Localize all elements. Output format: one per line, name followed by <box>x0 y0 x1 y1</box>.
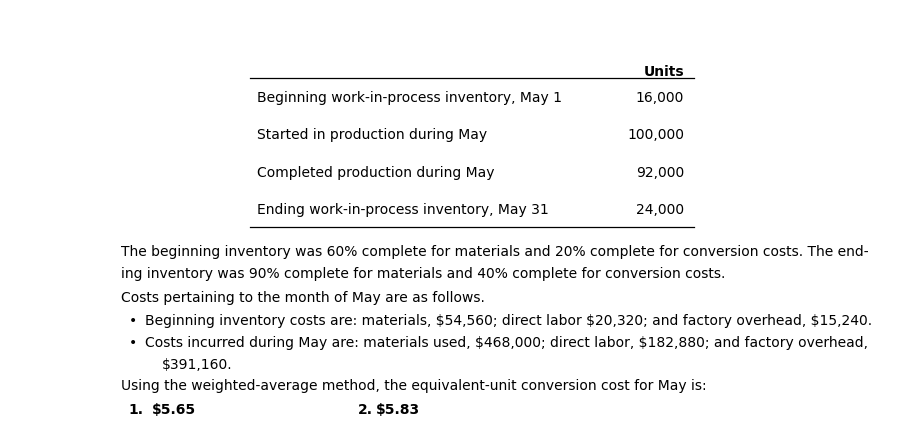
Text: 92,000: 92,000 <box>635 165 684 180</box>
Text: •: • <box>128 314 136 328</box>
Text: Costs incurred during May are: materials used, \$468,000; direct labor, \$182,88: Costs incurred during May are: materials… <box>144 336 867 350</box>
Text: 100,000: 100,000 <box>627 128 684 142</box>
Text: Costs pertaining to the month of May are as follows.: Costs pertaining to the month of May are… <box>121 291 485 305</box>
Text: Beginning inventory costs are: materials, \$54,560; direct labor \$20,320; and f: Beginning inventory costs are: materials… <box>144 314 870 328</box>
Text: ing inventory was 90% complete for materials and 40% complete for conversion cos: ing inventory was 90% complete for mater… <box>121 267 725 281</box>
Text: The beginning inventory was 60% complete for materials and 20% complete for conv: The beginning inventory was 60% complete… <box>121 245 868 259</box>
Text: Started in production during May: Started in production during May <box>256 128 486 142</box>
Text: Units: Units <box>643 65 684 79</box>
Text: Beginning work-in-process inventory, May 1: Beginning work-in-process inventory, May… <box>256 91 561 105</box>
Text: Using the weighted-average method, the equivalent-unit conversion cost for May i: Using the weighted-average method, the e… <box>121 379 706 393</box>
Text: \$5.83: \$5.83 <box>376 402 419 416</box>
Text: 16,000: 16,000 <box>635 91 684 105</box>
Text: \$5.65: \$5.65 <box>152 402 195 416</box>
Text: 1.: 1. <box>128 402 144 416</box>
Text: •: • <box>128 336 136 350</box>
Text: Ending work-in-process inventory, May 31: Ending work-in-process inventory, May 31 <box>256 203 548 217</box>
Text: Completed production during May: Completed production during May <box>256 165 494 180</box>
Text: 24,000: 24,000 <box>635 203 684 217</box>
Text: 2.: 2. <box>358 402 373 416</box>
Text: \$391,160.: \$391,160. <box>162 358 232 372</box>
